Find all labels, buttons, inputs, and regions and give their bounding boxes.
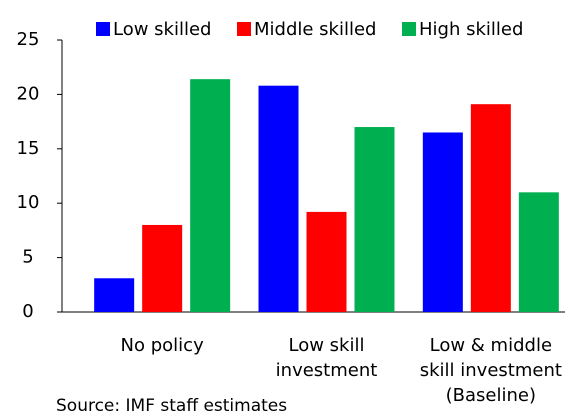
bar (190, 79, 231, 312)
legend-label: Middle skilled (254, 19, 376, 40)
bar (470, 104, 511, 312)
y-tick-label: 20 (17, 83, 40, 104)
source-note: Source: IMF staff estimates (56, 396, 288, 416)
y-tick-label: 15 (17, 138, 40, 159)
x-tick-label: Low skill investment (275, 335, 378, 381)
bar (354, 127, 395, 312)
bar (518, 192, 559, 312)
bar (422, 132, 463, 312)
legend-label: High skilled (419, 19, 523, 40)
legend-swatch (402, 22, 416, 36)
y-tick-label: 5 (22, 247, 33, 268)
y-tick-label: 25 (17, 29, 40, 50)
legend-swatch (237, 22, 251, 36)
y-tick-label: 0 (22, 301, 33, 322)
bar (142, 224, 183, 312)
x-tick-label: No policy (120, 335, 204, 356)
y-tick-label: 10 (17, 192, 40, 213)
bar (258, 85, 299, 312)
legend-label: Low skilled (113, 19, 211, 40)
bar (306, 211, 347, 312)
legend-swatch (96, 22, 110, 36)
x-tick-label: Low & middle skill investment (Baseline) (419, 335, 562, 406)
bar (94, 278, 135, 312)
